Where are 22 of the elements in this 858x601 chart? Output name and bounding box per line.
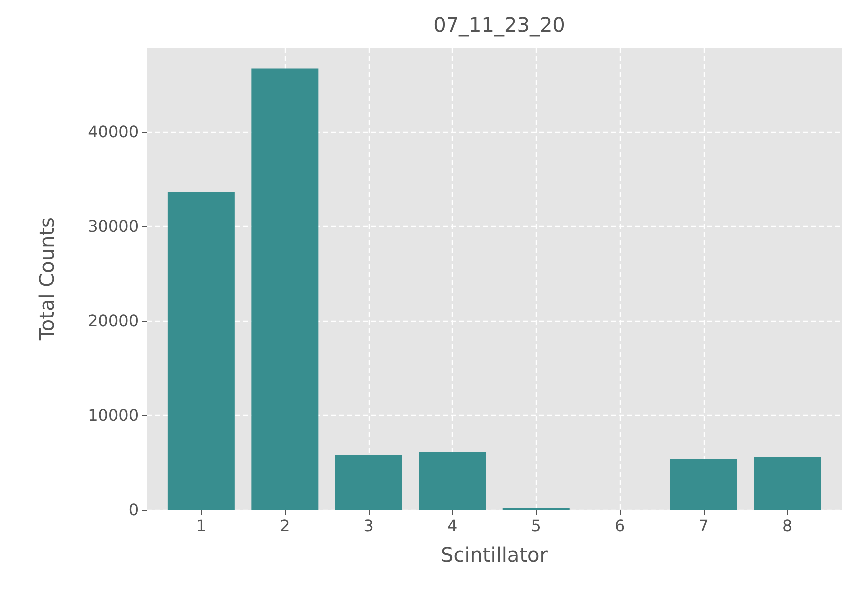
- x-tick-label: 6: [615, 516, 626, 536]
- x-tick-label: 4: [448, 516, 458, 536]
- x-tick-label: 7: [698, 516, 709, 536]
- x-tick-label: 2: [280, 516, 290, 536]
- bar: [419, 452, 486, 510]
- bar: [168, 192, 235, 510]
- bar: [754, 457, 822, 510]
- y-tick-label: 20000: [88, 312, 139, 331]
- x-tick-label: 8: [782, 516, 793, 536]
- y-tick-label: 30000: [88, 217, 139, 236]
- chart-title: 07_11_23_20: [434, 13, 566, 37]
- y-tick-label: 10000: [88, 406, 139, 426]
- y-axis-title: Total Counts: [35, 218, 59, 342]
- bar: [252, 68, 319, 510]
- bar: [670, 458, 738, 510]
- x-tick-label: 1: [196, 516, 207, 536]
- x-tick-label: 3: [364, 516, 374, 536]
- bar: [335, 455, 402, 510]
- y-tick-label: 40000: [88, 122, 139, 142]
- x-tick-label: 5: [531, 516, 542, 536]
- y-tick-label: 0: [128, 500, 139, 520]
- x-axis-title: Scintillator: [441, 543, 549, 567]
